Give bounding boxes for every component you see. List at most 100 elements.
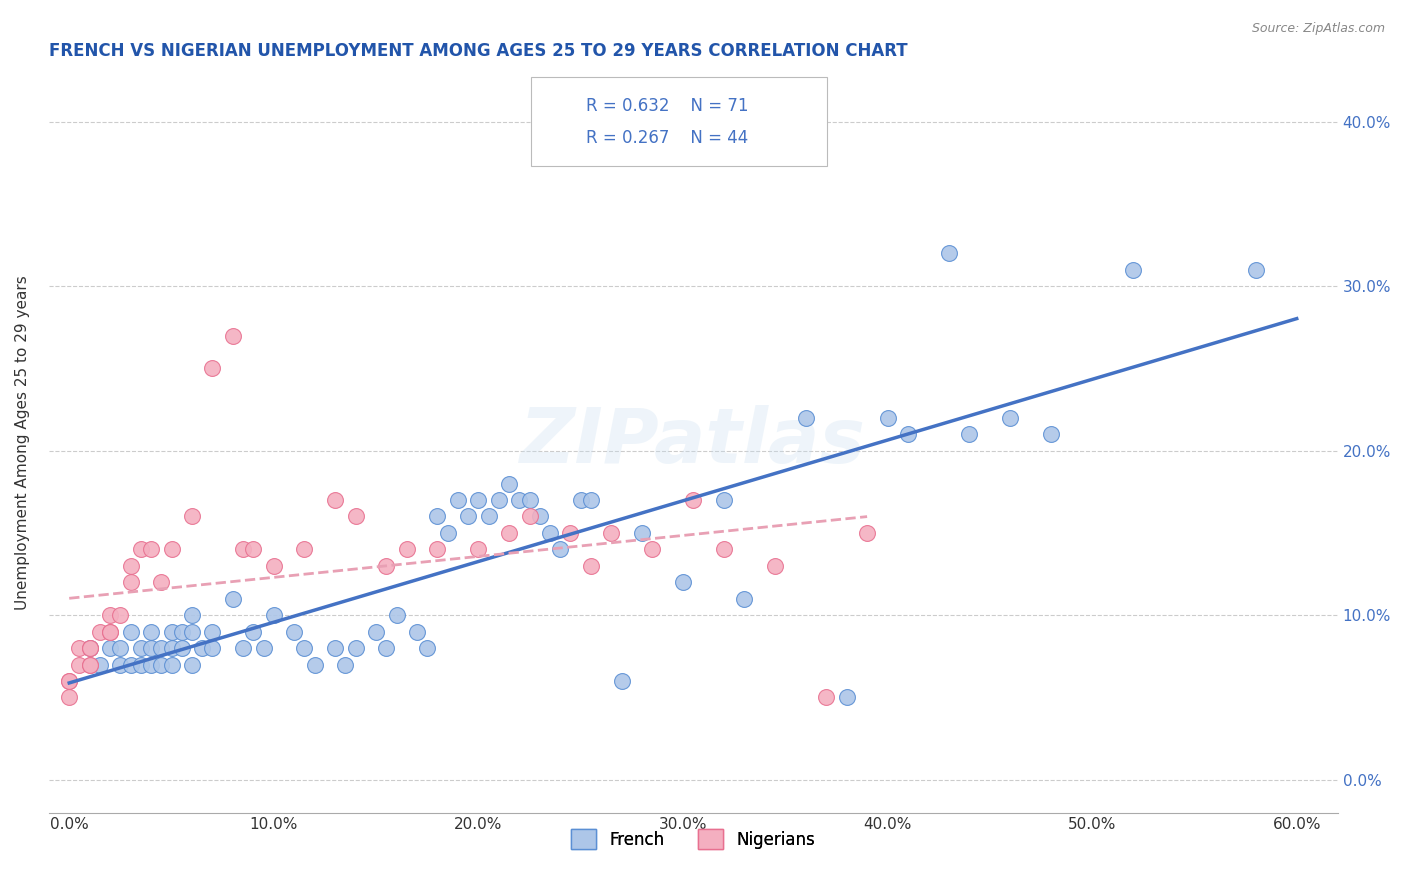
Point	[304, 657, 326, 672]
Text: R = 0.632    N = 71: R = 0.632 N = 71	[586, 97, 749, 115]
Point	[201, 361, 224, 376]
Point	[222, 328, 245, 343]
Point	[600, 525, 623, 540]
Text: R = 0.267    N = 44: R = 0.267 N = 44	[586, 129, 748, 147]
Point	[139, 624, 162, 639]
Point	[79, 641, 101, 656]
Point	[529, 509, 551, 524]
Point	[498, 525, 520, 540]
Point	[344, 509, 367, 524]
Point	[467, 493, 489, 508]
Point	[110, 608, 132, 623]
Point	[98, 608, 121, 623]
Point	[120, 624, 142, 639]
Point	[938, 246, 960, 260]
Point	[252, 641, 274, 656]
Point	[242, 624, 264, 639]
Point	[579, 558, 602, 573]
Point	[67, 641, 90, 656]
Point	[98, 624, 121, 639]
Point	[232, 542, 254, 557]
Point	[120, 558, 142, 573]
Point	[519, 493, 541, 508]
Point	[957, 427, 980, 442]
Point	[876, 410, 898, 425]
Point	[395, 542, 418, 557]
Point	[426, 509, 449, 524]
Point	[1040, 427, 1063, 442]
Point	[232, 641, 254, 656]
Point	[1244, 262, 1267, 277]
Point	[733, 591, 755, 606]
Point	[579, 493, 602, 508]
Point	[672, 575, 695, 590]
Point	[364, 624, 387, 639]
Point	[201, 624, 224, 639]
Point	[160, 542, 183, 557]
Point	[457, 509, 479, 524]
Point	[170, 641, 193, 656]
Point	[335, 657, 357, 672]
Point	[344, 641, 367, 656]
Point	[569, 493, 592, 508]
Point	[856, 525, 879, 540]
Point	[79, 657, 101, 672]
Point	[150, 641, 173, 656]
Point	[58, 673, 80, 688]
Point	[294, 641, 316, 656]
Point	[426, 542, 449, 557]
Point	[170, 624, 193, 639]
Point	[794, 410, 817, 425]
Point	[416, 641, 439, 656]
Point	[538, 525, 561, 540]
Point	[181, 608, 204, 623]
Point	[160, 624, 183, 639]
Point	[283, 624, 305, 639]
Point	[508, 493, 530, 508]
Point	[191, 641, 214, 656]
Point	[150, 657, 173, 672]
Point	[815, 690, 838, 705]
Point	[110, 641, 132, 656]
Point	[89, 657, 111, 672]
Point	[447, 493, 470, 508]
Point	[406, 624, 429, 639]
Point	[263, 608, 285, 623]
Point	[89, 624, 111, 639]
Point	[139, 657, 162, 672]
Y-axis label: Unemployment Among Ages 25 to 29 years: Unemployment Among Ages 25 to 29 years	[15, 275, 30, 610]
Point	[375, 641, 398, 656]
Point	[631, 525, 654, 540]
Point	[139, 542, 162, 557]
Point	[548, 542, 571, 557]
Point	[1122, 262, 1144, 277]
Point	[294, 542, 316, 557]
Point	[222, 591, 245, 606]
Point	[181, 657, 204, 672]
Point	[519, 509, 541, 524]
Point	[467, 542, 489, 557]
Point	[181, 509, 204, 524]
Point	[150, 575, 173, 590]
Text: FRENCH VS NIGERIAN UNEMPLOYMENT AMONG AGES 25 TO 29 YEARS CORRELATION CHART: FRENCH VS NIGERIAN UNEMPLOYMENT AMONG AG…	[49, 42, 907, 60]
Point	[713, 542, 735, 557]
Text: Source: ZipAtlas.com: Source: ZipAtlas.com	[1251, 22, 1385, 36]
Point	[129, 641, 152, 656]
Point	[498, 476, 520, 491]
Point	[79, 657, 101, 672]
Point	[713, 493, 735, 508]
Point	[139, 641, 162, 656]
Text: ZIPatlas: ZIPatlas	[520, 406, 866, 480]
Point	[181, 624, 204, 639]
Point	[160, 641, 183, 656]
Point	[897, 427, 920, 442]
Point	[129, 657, 152, 672]
Point	[478, 509, 501, 524]
Point	[98, 641, 121, 656]
Point	[610, 673, 633, 688]
Legend: French, Nigerians: French, Nigerians	[565, 822, 821, 856]
Point	[560, 525, 582, 540]
Point	[58, 690, 80, 705]
Point	[242, 542, 264, 557]
Point	[120, 657, 142, 672]
